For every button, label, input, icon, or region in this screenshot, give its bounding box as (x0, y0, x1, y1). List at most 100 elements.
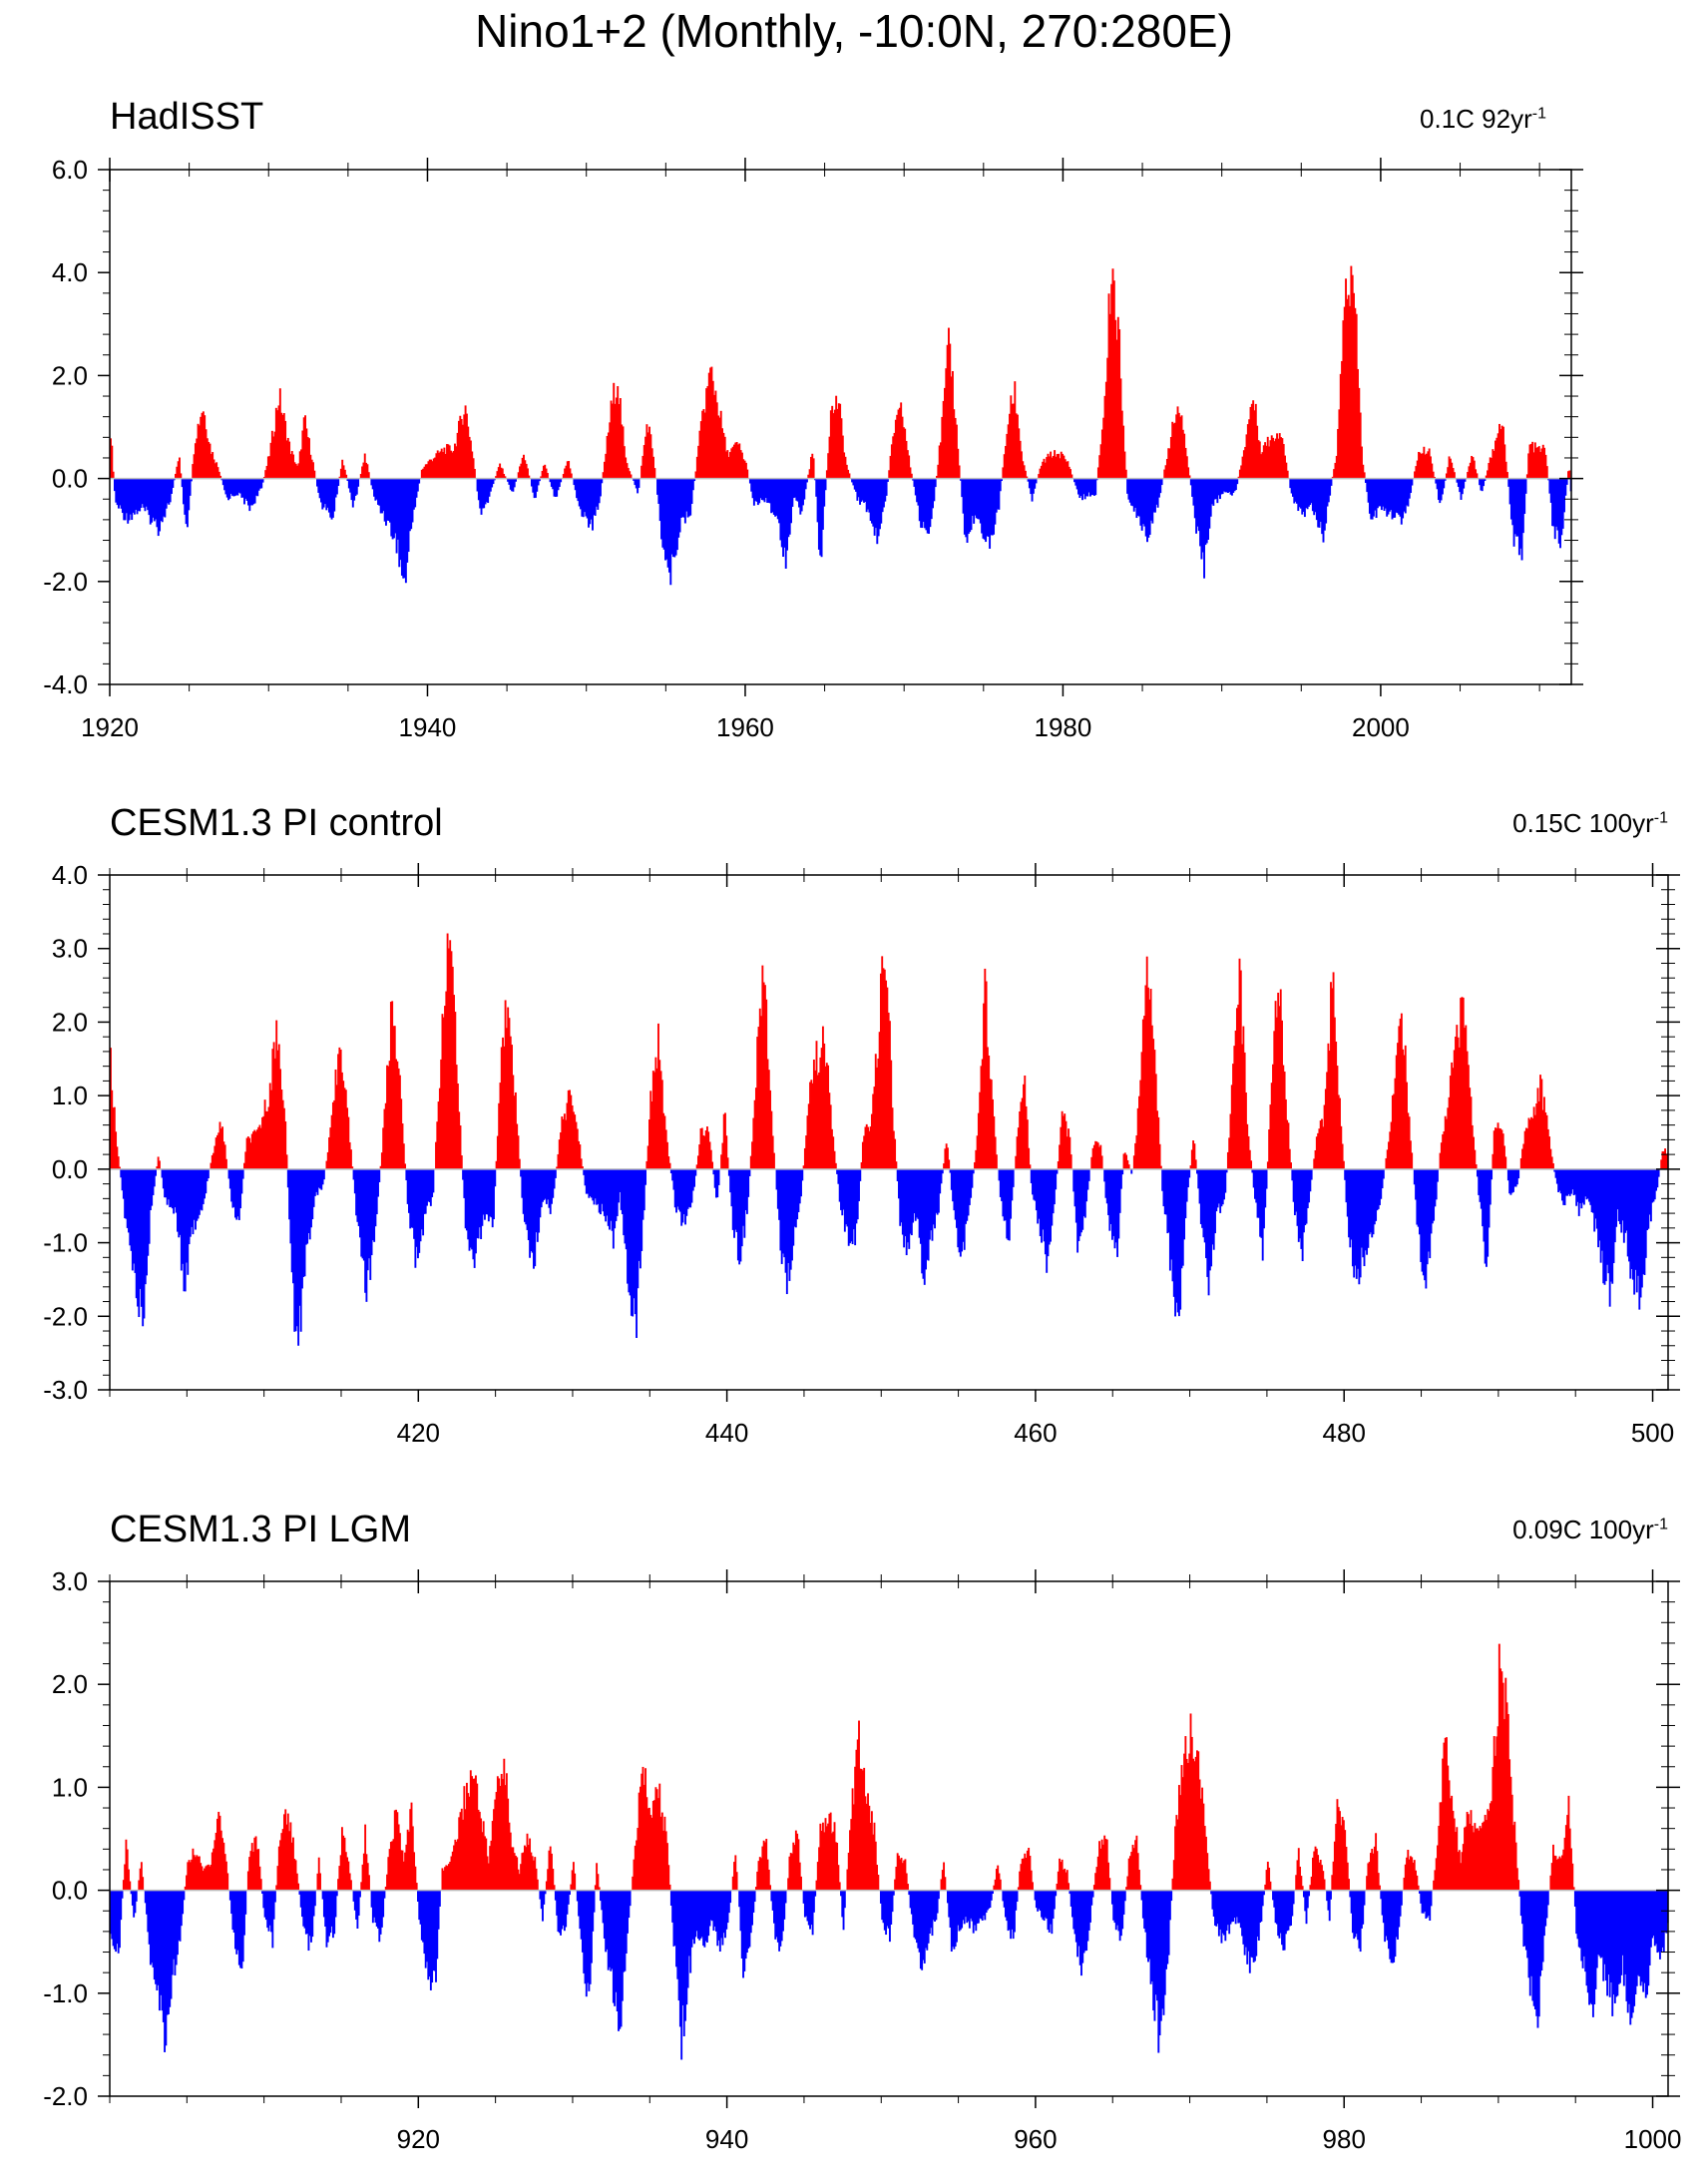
cold-anomaly-bar (473, 1168, 476, 1268)
cold-anomaly-bar (355, 478, 358, 495)
cold-anomaly-bar (117, 1890, 120, 1954)
warm-anomaly-bar (863, 1135, 866, 1169)
cold-anomaly-bar (912, 1168, 915, 1223)
cold-anomaly-bar (623, 1168, 626, 1236)
cold-anomaly-bar (1620, 1168, 1623, 1233)
y-tick-label: 2.0 (52, 360, 88, 390)
cold-anomaly-bar (272, 1890, 275, 1920)
cold-anomaly-bar (856, 1168, 859, 1220)
warm-anomaly-bar (1531, 441, 1534, 479)
warm-anomaly-bar (1063, 455, 1066, 479)
warm-anomaly-bar (534, 1857, 537, 1891)
warm-anomaly-bar (395, 1809, 397, 1891)
warm-anomaly-bar (293, 462, 296, 479)
warm-anomaly-bar (1571, 1863, 1574, 1891)
warm-anomaly-bar (455, 1065, 458, 1169)
warm-anomaly-bar (458, 420, 460, 479)
cold-anomaly-bar (1599, 1168, 1602, 1263)
cold-anomaly-bar (530, 478, 533, 487)
warm-anomaly-bar (504, 476, 507, 479)
warm-anomaly-bar (1297, 1848, 1300, 1891)
cold-anomaly-bar (1584, 1168, 1587, 1197)
cold-anomaly-bar (184, 1168, 187, 1292)
cold-anomaly-bar (133, 478, 136, 515)
warm-anomaly-bar (1467, 1065, 1470, 1169)
warm-anomaly-bar (863, 1767, 866, 1891)
cold-anomaly-bar (1604, 1168, 1607, 1282)
warm-anomaly-bar (667, 1156, 670, 1169)
warm-anomaly-bar (770, 1110, 773, 1169)
cold-anomaly-bar (1656, 1168, 1659, 1188)
warm-anomaly-bar (719, 410, 722, 479)
warm-anomaly-bar (207, 1864, 210, 1891)
warm-anomaly-bar (1500, 425, 1503, 479)
cold-anomaly-bar (1350, 1168, 1353, 1240)
warm-anomaly-bar (1487, 470, 1489, 479)
warm-anomaly-bar (881, 956, 884, 1169)
cold-anomaly-bar (1082, 1890, 1085, 1954)
warm-anomaly-bar (281, 1829, 284, 1891)
cold-anomaly-bar (1598, 1890, 1601, 1957)
cold-anomaly-bar (881, 478, 884, 513)
cold-anomaly-bar (248, 478, 251, 512)
warm-anomaly-bar (658, 1060, 661, 1169)
cold-anomaly-bar (1167, 1890, 1170, 1956)
warm-anomaly-bar (660, 1812, 663, 1891)
panel-3-trend-value: 0.09C 100yr (1512, 1515, 1654, 1544)
cold-anomaly-bar (359, 1890, 361, 1898)
plot-frame (109, 1580, 1669, 2097)
cold-anomaly-bar (727, 1890, 730, 1914)
cold-anomaly-bar (876, 478, 879, 545)
cold-anomaly-bar (1217, 1168, 1220, 1204)
warm-anomaly-bar (1249, 406, 1252, 479)
warm-anomaly-bar (563, 1113, 566, 1169)
cold-anomaly-bar (1633, 1168, 1636, 1295)
cold-anomaly-bar (1528, 1890, 1531, 1996)
cold-anomaly-bar (1585, 1890, 1588, 1986)
cold-anomaly-bar (1077, 1890, 1080, 1947)
warm-anomaly-bar (1068, 1128, 1070, 1169)
cold-anomaly-bar (1140, 1890, 1143, 1901)
warm-anomaly-bar (662, 1112, 665, 1169)
warm-anomaly-bar (1357, 368, 1359, 479)
cold-anomaly-bar (144, 1890, 147, 1904)
cold-anomaly-bar (1220, 478, 1223, 495)
cold-anomaly-bar (1403, 478, 1406, 512)
cold-anomaly-bar (1255, 1168, 1258, 1203)
warm-anomaly-bar (1070, 474, 1073, 479)
y-tick-label: -2.0 (43, 567, 88, 597)
cold-anomaly-bar (1192, 478, 1195, 506)
cold-anomaly-bar (1435, 478, 1438, 484)
cold-anomaly-bar (1006, 1168, 1009, 1239)
warm-anomaly-bar (1069, 469, 1071, 479)
cold-anomaly-bar (1248, 1890, 1251, 1973)
cold-anomaly-bar (168, 478, 171, 505)
warm-anomaly-bar (430, 459, 433, 479)
cold-anomaly-bar (1425, 1890, 1428, 1919)
cold-anomaly-bar (927, 1890, 930, 1944)
cold-anomaly-bar (311, 1168, 314, 1220)
warm-anomaly-bar (471, 1776, 474, 1891)
warm-anomaly-bar (837, 1865, 840, 1891)
warm-anomaly-bar (1048, 456, 1051, 479)
warm-anomaly-bar (460, 1808, 463, 1891)
cold-anomaly-bar (673, 1890, 676, 1946)
warm-anomaly-bar (898, 407, 901, 479)
warm-anomaly-bar (769, 1885, 772, 1891)
cold-anomaly-bar (858, 1168, 860, 1201)
cold-anomaly-bar (909, 1168, 912, 1234)
y-tick-label: 3.0 (52, 934, 88, 964)
warm-anomaly-bar (514, 1855, 517, 1891)
cold-anomaly-bar (355, 1168, 358, 1216)
cold-anomaly-bar (1562, 1168, 1565, 1205)
warm-anomaly-bar (756, 1037, 759, 1169)
cold-anomaly-bar (793, 1168, 796, 1227)
warm-anomaly-bar (949, 343, 952, 479)
warm-anomaly-bar (1485, 1820, 1488, 1891)
cold-anomaly-bar (494, 1168, 497, 1187)
cold-anomaly-bar (675, 1168, 677, 1213)
warm-anomaly-bar (794, 1830, 797, 1891)
cold-anomaly-bar (113, 478, 116, 492)
warm-anomaly-bar (1322, 1871, 1325, 1891)
warm-anomaly-bar (1184, 447, 1187, 479)
